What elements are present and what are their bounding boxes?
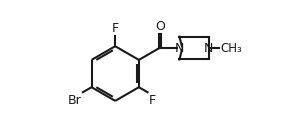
Text: Br: Br bbox=[67, 94, 81, 107]
Text: CH₃: CH₃ bbox=[221, 42, 242, 55]
Text: N: N bbox=[204, 42, 213, 55]
Text: F: F bbox=[112, 22, 119, 35]
Text: O: O bbox=[155, 20, 165, 33]
Text: N: N bbox=[175, 42, 184, 55]
Text: F: F bbox=[149, 94, 156, 107]
